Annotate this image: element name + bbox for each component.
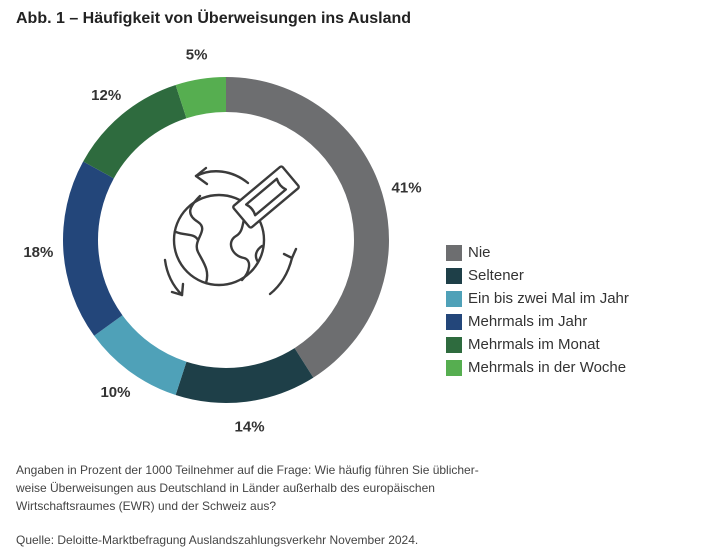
slice-ein-bis-zwei-mal-im-jahr (94, 315, 187, 396)
slice-mehrmals-im-monat (83, 84, 187, 179)
legend-item-seltener: Seltener (446, 264, 629, 287)
slice-mehrmals-in-der-woche (175, 77, 226, 119)
chart-legend: Nie Seltener Ein bis zwei Mal im Jahr Mehrm… (446, 241, 629, 379)
chart-title: Abb. 1 – Häufigkeit von Überweisungen in… (16, 10, 412, 27)
slice-label-ein-bis-zwei-mal-im-jahr: 10% (100, 384, 130, 401)
legend-swatch (446, 313, 462, 330)
slice-label-seltener: 14% (235, 419, 265, 436)
legend-item-mehrmals-im-monat: Mehrmals im Monat (446, 333, 629, 356)
chart-note: Angaben in Prozent der 1000 Teilnehmer a… (16, 463, 479, 513)
legend-swatch (446, 244, 462, 261)
legend-label: Nie (468, 244, 491, 261)
legend-item-nie: Nie (446, 241, 629, 264)
legend-item-ein-bis-zwei-mal-im-jahr: Ein bis zwei Mal im Jahr (446, 287, 629, 310)
slice-label-mehrmals-in-der-woche: 5% (186, 46, 208, 63)
slice-label-nie: 41% (392, 180, 422, 197)
legend-label: Mehrmals im Monat (468, 336, 600, 353)
slice-labels: 41% 14% 10% 18% 12% 5% (23, 46, 421, 435)
globe-money-transfer-icon (163, 165, 300, 297)
legend-swatch (446, 336, 462, 353)
legend-label: Ein bis zwei Mal im Jahr (468, 290, 629, 307)
donut-slices (63, 77, 390, 403)
slice-label-mehrmals-im-monat: 12% (91, 87, 121, 104)
legend-item-mehrmals-in-der-woche: Mehrmals in der Woche (446, 356, 629, 379)
chart-source: Quelle: Deloitte-Marktbefragung Auslands… (16, 533, 419, 547)
legend-label: Seltener (468, 267, 524, 284)
legend-label: Mehrmals im Jahr (468, 313, 588, 330)
legend-swatch (446, 267, 462, 284)
donut-chart: 41% 14% 10% 18% 12% 5% (23, 46, 421, 435)
slice-mehrmals-im-jahr (63, 161, 123, 336)
legend-swatch (446, 359, 462, 376)
slice-label-mehrmals-im-jahr: 18% (23, 244, 53, 261)
legend-label: Mehrmals in der Woche (468, 359, 627, 376)
legend-item-mehrmals-im-jahr: Mehrmals im Jahr (446, 310, 629, 333)
slice-seltener (175, 348, 314, 403)
legend-swatch (446, 290, 462, 307)
slice-nie (226, 77, 390, 378)
